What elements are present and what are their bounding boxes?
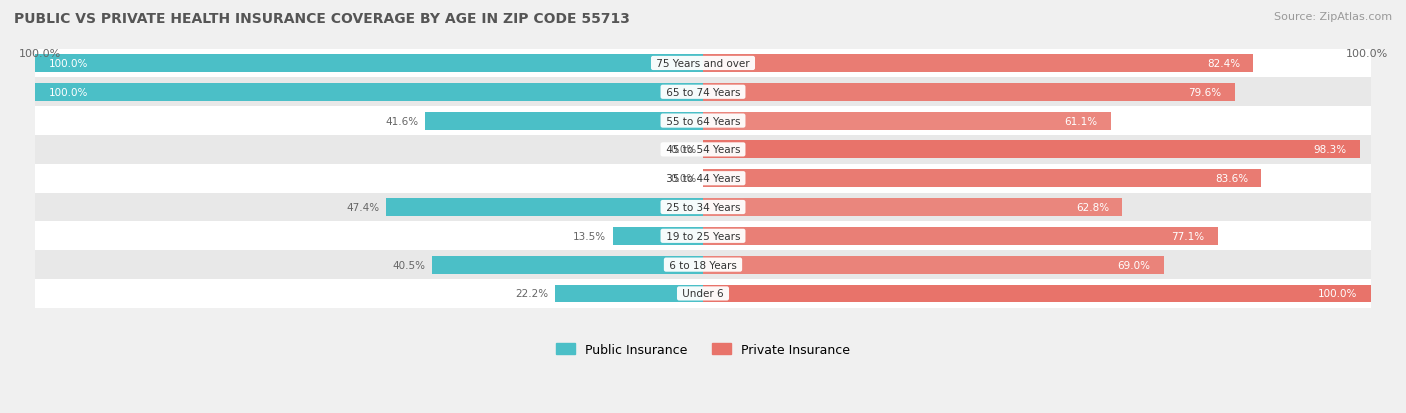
Bar — [35, 222, 1371, 251]
Text: 98.3%: 98.3% — [1313, 145, 1347, 155]
Text: 69.0%: 69.0% — [1118, 260, 1150, 270]
Text: 0.0%: 0.0% — [671, 174, 696, 184]
Text: 55 to 64 Years: 55 to 64 Years — [662, 116, 744, 126]
Bar — [35, 107, 1371, 135]
Bar — [703, 55, 1253, 73]
Legend: Public Insurance, Private Insurance: Public Insurance, Private Insurance — [551, 338, 855, 361]
Text: 77.1%: 77.1% — [1171, 231, 1205, 241]
Text: 6 to 18 Years: 6 to 18 Years — [666, 260, 740, 270]
Text: PUBLIC VS PRIVATE HEALTH INSURANCE COVERAGE BY AGE IN ZIP CODE 55713: PUBLIC VS PRIVATE HEALTH INSURANCE COVER… — [14, 12, 630, 26]
Bar — [35, 84, 703, 102]
Text: 19 to 25 Years: 19 to 25 Years — [662, 231, 744, 241]
Bar — [433, 256, 703, 274]
Text: 79.6%: 79.6% — [1188, 88, 1222, 97]
Bar — [425, 112, 703, 130]
Text: 35 to 44 Years: 35 to 44 Years — [662, 174, 744, 184]
Bar — [703, 170, 1261, 188]
Text: 83.6%: 83.6% — [1215, 174, 1249, 184]
Text: 82.4%: 82.4% — [1206, 59, 1240, 69]
Bar — [703, 256, 1164, 274]
Bar — [703, 141, 1360, 159]
Text: 41.6%: 41.6% — [385, 116, 419, 126]
Text: 75 Years and over: 75 Years and over — [652, 59, 754, 69]
Bar — [35, 78, 1371, 107]
Text: 100.0%: 100.0% — [18, 49, 60, 59]
Bar — [35, 279, 1371, 308]
Text: 100.0%: 100.0% — [48, 88, 87, 97]
Text: 40.5%: 40.5% — [392, 260, 426, 270]
Text: 100.0%: 100.0% — [1346, 49, 1388, 59]
Bar — [703, 112, 1111, 130]
Bar — [35, 50, 1371, 78]
Text: 65 to 74 Years: 65 to 74 Years — [662, 88, 744, 97]
Text: 25 to 34 Years: 25 to 34 Years — [662, 202, 744, 213]
Text: 0.0%: 0.0% — [671, 145, 696, 155]
Bar — [35, 193, 1371, 222]
Bar — [703, 285, 1371, 303]
Text: 22.2%: 22.2% — [515, 289, 548, 299]
Bar — [703, 227, 1218, 245]
Bar — [613, 227, 703, 245]
Bar — [35, 164, 1371, 193]
Bar — [35, 135, 1371, 164]
Bar — [703, 199, 1122, 216]
Bar — [35, 55, 703, 73]
Text: Source: ZipAtlas.com: Source: ZipAtlas.com — [1274, 12, 1392, 22]
Bar — [703, 84, 1234, 102]
Bar — [387, 199, 703, 216]
Bar — [555, 285, 703, 303]
Bar — [35, 251, 1371, 279]
Text: 13.5%: 13.5% — [574, 231, 606, 241]
Text: 45 to 54 Years: 45 to 54 Years — [662, 145, 744, 155]
Text: 100.0%: 100.0% — [1319, 289, 1358, 299]
Text: 61.1%: 61.1% — [1064, 116, 1098, 126]
Text: 47.4%: 47.4% — [347, 202, 380, 213]
Text: 62.8%: 62.8% — [1076, 202, 1109, 213]
Text: 100.0%: 100.0% — [48, 59, 87, 69]
Text: Under 6: Under 6 — [679, 289, 727, 299]
